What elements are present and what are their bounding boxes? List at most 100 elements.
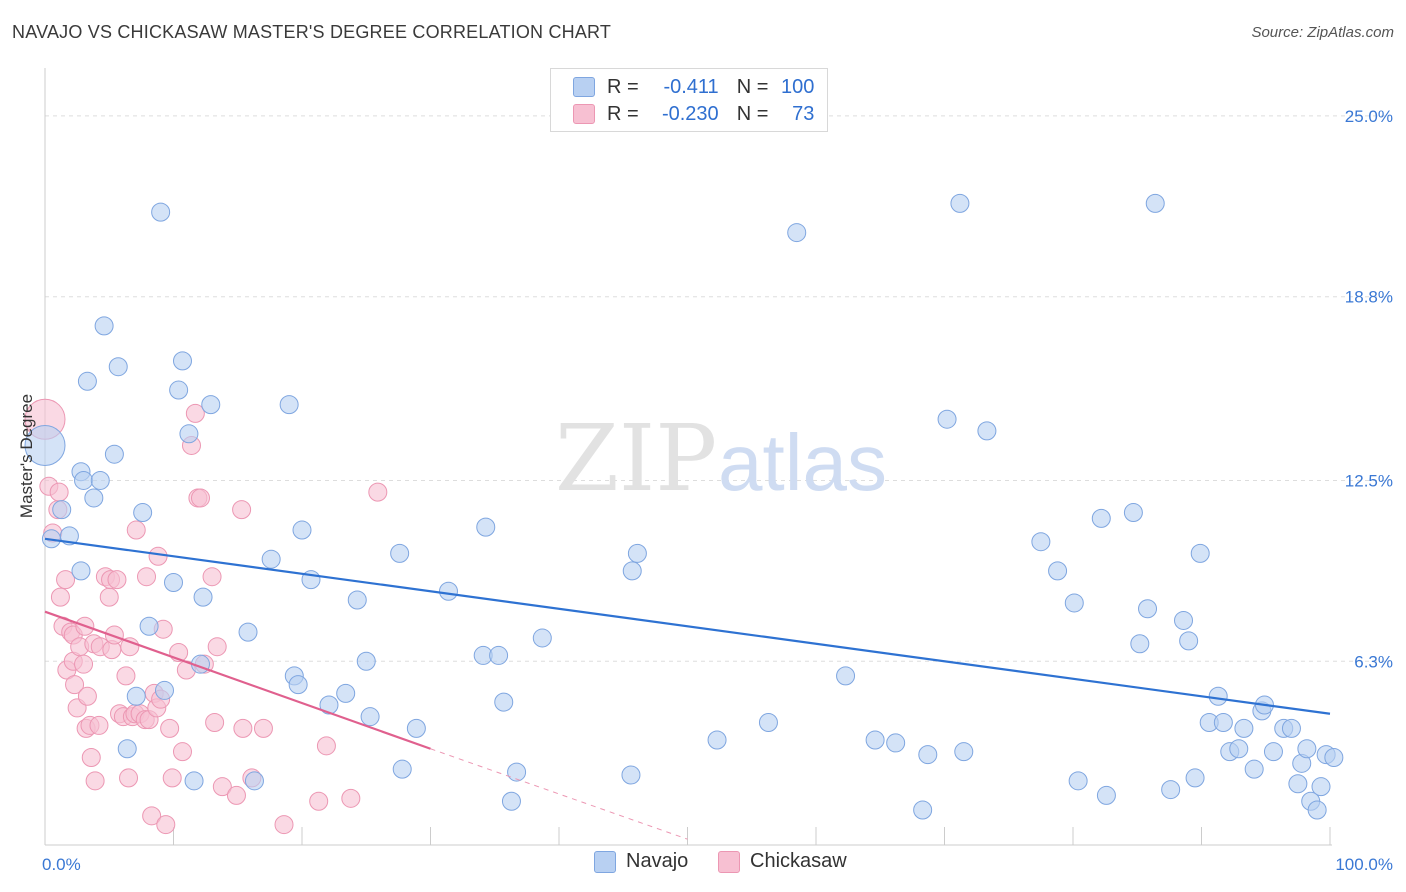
navajo-label: Navajo — [626, 850, 689, 872]
navajo-point — [126, 686, 146, 706]
chickasaw-point — [142, 806, 162, 826]
chickasaw-point — [160, 718, 180, 738]
chickasaw-point — [49, 482, 69, 502]
navajo-point — [532, 628, 552, 648]
navajo-point — [1229, 739, 1249, 759]
tick-labels: 6.3% 12.5% 18.8% 25.0% 0.0% 100.0% — [42, 107, 1393, 874]
navajo-point — [1190, 543, 1210, 563]
chickasaw-swatch — [573, 104, 595, 124]
r-value: -0.230 — [661, 102, 719, 125]
navajo-point — [950, 193, 970, 213]
chickasaw-point — [156, 815, 176, 835]
chickasaw-label: Chickasaw — [750, 850, 847, 872]
navajo-point — [1307, 800, 1327, 820]
chickasaw-point — [119, 768, 139, 788]
navajo-point — [489, 645, 509, 665]
y-tick-label: 12.5% — [1345, 471, 1393, 490]
navajo-point — [1213, 713, 1233, 733]
navajo-point — [94, 316, 114, 336]
chickasaw-point — [274, 815, 294, 835]
navajo-point — [1263, 742, 1283, 762]
navajo-point — [1068, 771, 1088, 791]
navajo-point — [356, 651, 376, 671]
chickasaw-point — [202, 567, 222, 587]
navajo-point — [1091, 508, 1111, 528]
navajo-point — [1244, 759, 1264, 779]
chickasaw-trend-line — [44, 610, 431, 750]
navajo-point — [918, 745, 938, 765]
navajo-point — [117, 739, 137, 759]
navajo-point — [865, 730, 885, 750]
navajo-point — [1311, 777, 1331, 797]
navajo-point — [52, 500, 72, 520]
navajo-point — [954, 742, 974, 762]
y-axis-label: Master's Degree — [17, 394, 36, 518]
navajo-point — [886, 733, 906, 753]
x-tick-label: 100.0% — [1335, 855, 1393, 874]
chickasaw-point — [148, 546, 168, 566]
navajo-swatch — [573, 77, 595, 97]
chickasaw-point — [85, 771, 105, 791]
chickasaw-point — [232, 500, 252, 520]
chickasaw-point — [190, 488, 210, 508]
navajo-point — [336, 683, 356, 703]
chickasaw-point — [185, 403, 205, 423]
navajo-point — [476, 517, 496, 537]
navajo-point — [84, 488, 104, 508]
chickasaw-point — [104, 625, 124, 645]
r-label: R = — [607, 102, 639, 125]
chickasaw-point — [116, 666, 136, 686]
chickasaw-point — [89, 715, 109, 735]
navajo-point — [1123, 503, 1143, 523]
watermark-atlas: atlas — [718, 418, 887, 507]
chickasaw-point — [226, 785, 246, 805]
navajo-point — [164, 573, 183, 593]
navajo-point — [501, 791, 521, 811]
navajo-point — [406, 718, 426, 738]
navajo-point — [360, 707, 380, 727]
navajo-point — [238, 622, 258, 642]
navajo-point — [507, 762, 527, 782]
legend-row-chickasaw: R = -0.230 N = 73 — [573, 101, 814, 127]
navajo-point — [392, 759, 412, 779]
navajo-point — [836, 666, 856, 686]
chickasaw-point — [368, 482, 388, 502]
bottom-legend-navajo: Navajo — [594, 850, 688, 873]
navajo-trend-line — [44, 537, 1331, 715]
navajo-point — [1185, 768, 1205, 788]
navajo-point — [494, 692, 514, 712]
navajo-point — [77, 371, 97, 391]
navajo-swatch — [594, 850, 616, 873]
navajo-point — [1096, 785, 1116, 805]
navajo-point — [288, 675, 308, 695]
navajo-point — [184, 771, 204, 791]
navajo-point — [59, 526, 79, 546]
navajo-point — [758, 713, 778, 733]
chickasaw-point — [341, 788, 361, 808]
source-label: Source: ZipAtlas.com — [1251, 24, 1394, 41]
navajo-point — [1138, 599, 1158, 619]
watermark-zip: ZIP — [555, 405, 717, 512]
navajo-point — [172, 351, 192, 371]
legend-row-navajo: R = -0.411 N = 100 — [573, 74, 814, 100]
chickasaw-point — [137, 567, 157, 587]
navajo-point — [1048, 561, 1068, 581]
navajo-point — [319, 695, 339, 715]
navajo-point — [977, 421, 997, 441]
navajo-point — [155, 680, 175, 700]
chickasaw-point — [207, 637, 227, 657]
navajo-point — [787, 223, 807, 243]
navajo-point — [1179, 631, 1199, 651]
navajo-point — [937, 409, 957, 429]
n-label: N = — [736, 75, 769, 98]
navajo-point — [139, 616, 159, 636]
chickasaw-point — [56, 570, 76, 590]
y-tick-label: 18.8% — [1345, 288, 1393, 307]
navajo-point — [347, 590, 367, 610]
navajo-point — [621, 765, 641, 785]
navajo-point — [1208, 686, 1228, 706]
navajo-point — [179, 424, 199, 444]
chickasaw-point — [99, 587, 119, 607]
navajo-point — [292, 520, 312, 540]
